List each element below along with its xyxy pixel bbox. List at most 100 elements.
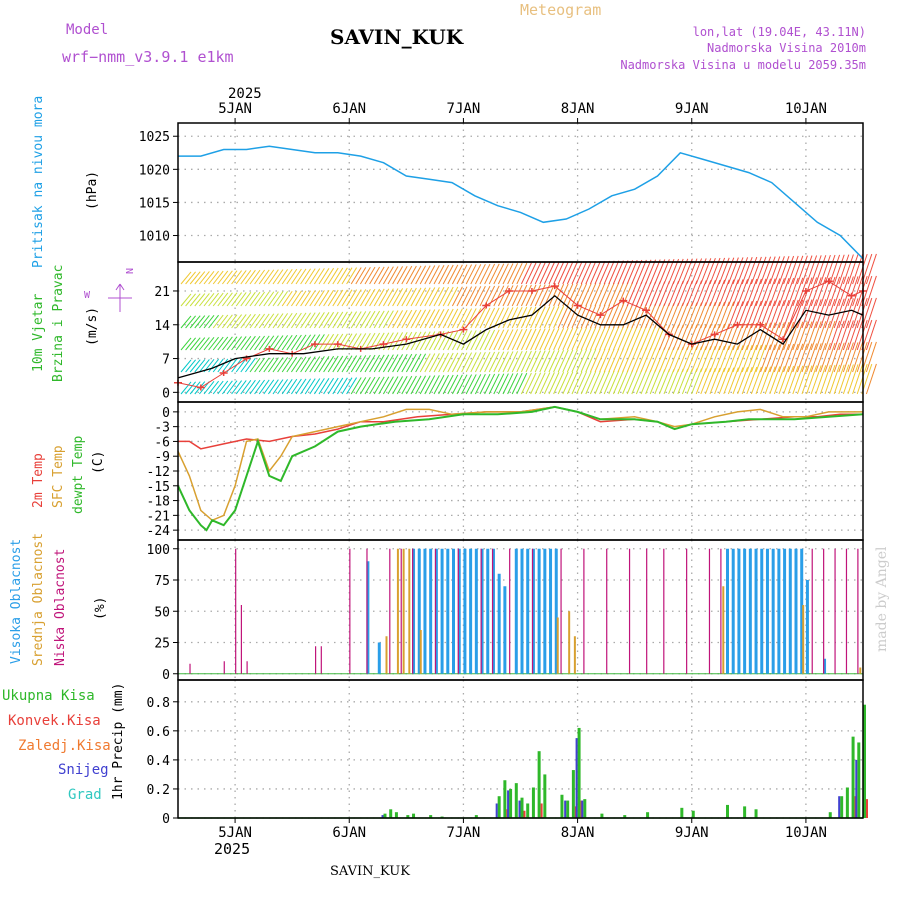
low-cloud-bar: [412, 548, 414, 674]
wind-barb: [470, 308, 482, 329]
wind-barb: [700, 324, 712, 351]
wind-barb: [281, 268, 293, 285]
wind-barb: [603, 260, 615, 285]
wind-barb: [507, 307, 519, 329]
wind-barb: [539, 306, 551, 329]
wind-barb: [244, 269, 256, 285]
total-precip-bar: [383, 813, 387, 818]
wind-barb: [626, 282, 638, 307]
wind-barb: [226, 314, 238, 329]
wind-barb: [304, 268, 316, 285]
wind-barb: [649, 281, 661, 307]
wind-barb: [557, 327, 569, 351]
wind-barb: [350, 289, 362, 307]
mid-cloud-bar: [396, 548, 399, 674]
wind-barb: [727, 323, 739, 351]
wind-barb: [203, 381, 215, 395]
wind-barb: [258, 379, 270, 395]
wind-barb: [180, 293, 192, 307]
total-precip-bar: [600, 813, 604, 818]
wind-barb: [461, 264, 473, 285]
wind-barb: [516, 350, 528, 373]
high-cloud-bar: [731, 548, 735, 674]
wind-barb: [534, 262, 546, 285]
wind-barb: [231, 270, 243, 285]
wind-barb: [852, 364, 864, 395]
wind-barb: [442, 352, 454, 373]
wind-barb: [691, 324, 703, 351]
wind-barb: [199, 271, 210, 285]
wind-barb: [208, 358, 219, 373]
wind-barb: [447, 352, 459, 373]
wind-direction-legend-icon: [108, 283, 132, 312]
high-cloud-bar: [823, 658, 827, 674]
wind-barb: [447, 308, 459, 329]
wind-barb: [622, 370, 634, 395]
wind-barb: [378, 266, 390, 285]
wind-barb: [723, 367, 735, 395]
wind-barb: [778, 322, 790, 351]
wind-barb: [484, 329, 496, 351]
total-precip-bar: [566, 800, 570, 818]
wind-barb: [401, 287, 413, 307]
wind-barb: [796, 299, 808, 329]
high-cloud-bar: [743, 548, 747, 674]
wind-barb: [474, 329, 486, 351]
wind-barb: [769, 322, 781, 351]
wind-barb: [318, 356, 330, 373]
wind-barb: [700, 280, 712, 307]
mid-cloud-bar: [402, 548, 405, 674]
wind-barb: [649, 303, 661, 329]
wind-barb: [792, 365, 804, 395]
wind-barb: [451, 264, 463, 285]
high-cloud-bar: [771, 548, 775, 674]
wind-barb: [594, 282, 606, 307]
wind-barb: [658, 259, 670, 285]
low-cloud-bar: [349, 548, 351, 674]
wind-barb: [727, 367, 739, 395]
wind-barb: [778, 278, 790, 307]
low-cloud-bar: [315, 646, 317, 674]
wind-barb: [677, 324, 689, 351]
wind-barb: [865, 297, 877, 329]
wind-barb: [580, 283, 592, 307]
temp-ytick-label: -24: [147, 524, 171, 539]
wind-barb: [507, 351, 519, 373]
wind-barb: [323, 333, 335, 351]
wind-barb: [847, 298, 859, 329]
wind-barb: [387, 310, 399, 329]
wind-barb: [332, 355, 344, 373]
wind-barb: [304, 356, 316, 373]
wind-barb: [658, 281, 670, 307]
wind-barb: [479, 373, 491, 395]
xtick-label-top: 9JAN: [675, 101, 709, 117]
wind-barb: [327, 289, 339, 307]
wind-barb: [778, 256, 790, 285]
wind-barb: [410, 309, 422, 329]
wind-barb: [806, 321, 818, 351]
wind-barb: [222, 314, 233, 329]
wind-barb: [254, 357, 266, 373]
wind-barb: [654, 369, 666, 395]
wind-barb: [235, 380, 247, 395]
wind-barb: [576, 349, 588, 373]
wind-barb: [497, 351, 509, 373]
wind-barb: [212, 314, 224, 329]
wind-barb: [700, 368, 712, 395]
high-cloud-bar: [794, 548, 798, 674]
wind-barb: [792, 277, 804, 307]
wind-barb: [760, 366, 772, 395]
low-cloud-bar: [480, 548, 482, 674]
wind-barb: [470, 264, 482, 285]
wind-barb: [507, 329, 519, 351]
wind-barb: [488, 329, 500, 351]
wind-barb: [695, 346, 707, 373]
wind-barb: [842, 320, 854, 351]
precip-ytick-label: 0.2: [147, 783, 170, 798]
wind-barb: [272, 269, 284, 285]
wind-barb: [663, 325, 675, 351]
wind-barb: [341, 289, 353, 307]
wind-barb: [649, 369, 661, 395]
wind-barb: [364, 288, 376, 307]
wind-barb: [663, 281, 675, 307]
